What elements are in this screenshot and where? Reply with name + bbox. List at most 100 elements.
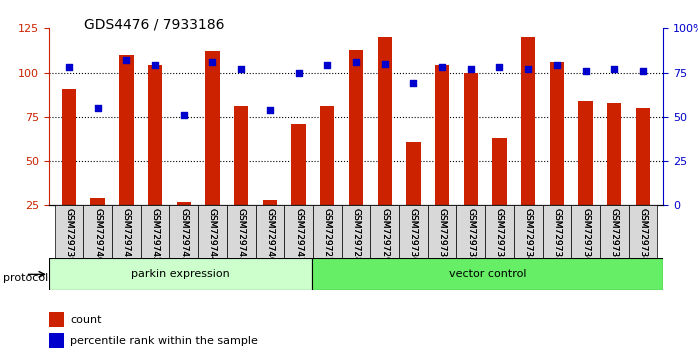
Text: GSM729737: GSM729737: [610, 208, 619, 263]
Point: [408, 80, 419, 86]
FancyBboxPatch shape: [542, 205, 571, 258]
Bar: [62, 88, 76, 250]
Point: [207, 59, 218, 65]
Text: GSM729744: GSM729744: [208, 208, 217, 263]
Text: GSM729728: GSM729728: [352, 208, 360, 263]
Text: GSM729741: GSM729741: [122, 208, 131, 263]
Text: GSM729727: GSM729727: [322, 208, 332, 263]
Text: GSM729733: GSM729733: [495, 208, 504, 263]
Text: GSM729746: GSM729746: [265, 208, 274, 263]
Point: [609, 66, 620, 72]
FancyBboxPatch shape: [141, 205, 170, 258]
FancyBboxPatch shape: [629, 205, 658, 258]
Text: GSM729744: GSM729744: [208, 208, 217, 263]
Bar: [262, 200, 277, 250]
Text: GSM729740: GSM729740: [93, 208, 102, 263]
Point: [265, 107, 276, 113]
Bar: [49, 312, 64, 327]
Bar: [148, 65, 162, 250]
Point: [637, 68, 648, 74]
Text: GSM729746: GSM729746: [265, 208, 274, 263]
Point: [322, 63, 333, 68]
Text: GSM729728: GSM729728: [352, 208, 360, 263]
FancyBboxPatch shape: [54, 205, 83, 258]
Bar: [463, 73, 478, 250]
Text: GSM729741: GSM729741: [122, 208, 131, 263]
Text: GSM729733: GSM729733: [495, 208, 504, 263]
Text: GSM729735: GSM729735: [552, 208, 561, 263]
Bar: [579, 101, 593, 250]
Bar: [435, 65, 450, 250]
Text: GSM729729: GSM729729: [380, 208, 389, 263]
Point: [178, 112, 189, 118]
Text: GSM729745: GSM729745: [237, 208, 246, 263]
Text: GSM729732: GSM729732: [466, 208, 475, 263]
FancyBboxPatch shape: [83, 205, 112, 258]
FancyBboxPatch shape: [198, 205, 227, 258]
Bar: [49, 333, 64, 348]
Text: GSM729739: GSM729739: [64, 208, 73, 263]
FancyBboxPatch shape: [112, 205, 141, 258]
FancyBboxPatch shape: [49, 258, 312, 290]
Point: [121, 57, 132, 63]
Text: GSM729734: GSM729734: [524, 208, 533, 263]
FancyBboxPatch shape: [514, 205, 542, 258]
Bar: [234, 106, 248, 250]
Bar: [291, 124, 306, 250]
Text: GSM729742: GSM729742: [151, 208, 160, 263]
Text: GSM729738: GSM729738: [639, 208, 648, 263]
FancyBboxPatch shape: [170, 205, 198, 258]
Bar: [607, 103, 621, 250]
Bar: [378, 37, 392, 250]
Bar: [550, 62, 564, 250]
Bar: [177, 202, 191, 250]
Text: GSM729732: GSM729732: [466, 208, 475, 263]
Bar: [636, 108, 650, 250]
Text: GDS4476 / 7933186: GDS4476 / 7933186: [84, 18, 224, 32]
Text: GSM729740: GSM729740: [93, 208, 102, 263]
Bar: [349, 50, 363, 250]
Text: GSM729730: GSM729730: [409, 208, 418, 263]
Text: GSM729731: GSM729731: [438, 208, 447, 263]
Text: GSM729729: GSM729729: [380, 208, 389, 263]
Text: GSM729745: GSM729745: [237, 208, 246, 263]
Text: protocol: protocol: [3, 273, 49, 283]
Point: [523, 66, 534, 72]
Text: GSM729735: GSM729735: [552, 208, 561, 263]
FancyBboxPatch shape: [371, 205, 399, 258]
Text: GSM729736: GSM729736: [581, 208, 590, 263]
Point: [350, 59, 362, 65]
Text: GSM729747: GSM729747: [294, 208, 303, 263]
Bar: [91, 198, 105, 250]
Text: GSM729734: GSM729734: [524, 208, 533, 263]
FancyBboxPatch shape: [456, 205, 485, 258]
Bar: [205, 51, 220, 250]
Text: percentile rank within the sample: percentile rank within the sample: [70, 336, 258, 346]
Text: parkin expression: parkin expression: [131, 269, 230, 279]
FancyBboxPatch shape: [571, 205, 600, 258]
Point: [465, 66, 476, 72]
Bar: [406, 142, 421, 250]
Point: [580, 68, 591, 74]
Text: GSM729736: GSM729736: [581, 208, 590, 263]
Text: GSM729742: GSM729742: [151, 208, 160, 263]
Bar: [492, 138, 507, 250]
FancyBboxPatch shape: [255, 205, 284, 258]
Text: vector control: vector control: [449, 269, 526, 279]
Point: [436, 64, 447, 70]
FancyBboxPatch shape: [341, 205, 371, 258]
FancyBboxPatch shape: [399, 205, 428, 258]
FancyBboxPatch shape: [485, 205, 514, 258]
Bar: [119, 55, 133, 250]
Text: GSM729743: GSM729743: [179, 208, 188, 263]
FancyBboxPatch shape: [284, 205, 313, 258]
Point: [149, 63, 161, 68]
Bar: [320, 106, 334, 250]
Point: [236, 66, 247, 72]
Text: GSM729731: GSM729731: [438, 208, 447, 263]
Text: GSM729727: GSM729727: [322, 208, 332, 263]
FancyBboxPatch shape: [313, 205, 341, 258]
Text: GSM729747: GSM729747: [294, 208, 303, 263]
Point: [293, 70, 304, 75]
Text: GSM729743: GSM729743: [179, 208, 188, 263]
